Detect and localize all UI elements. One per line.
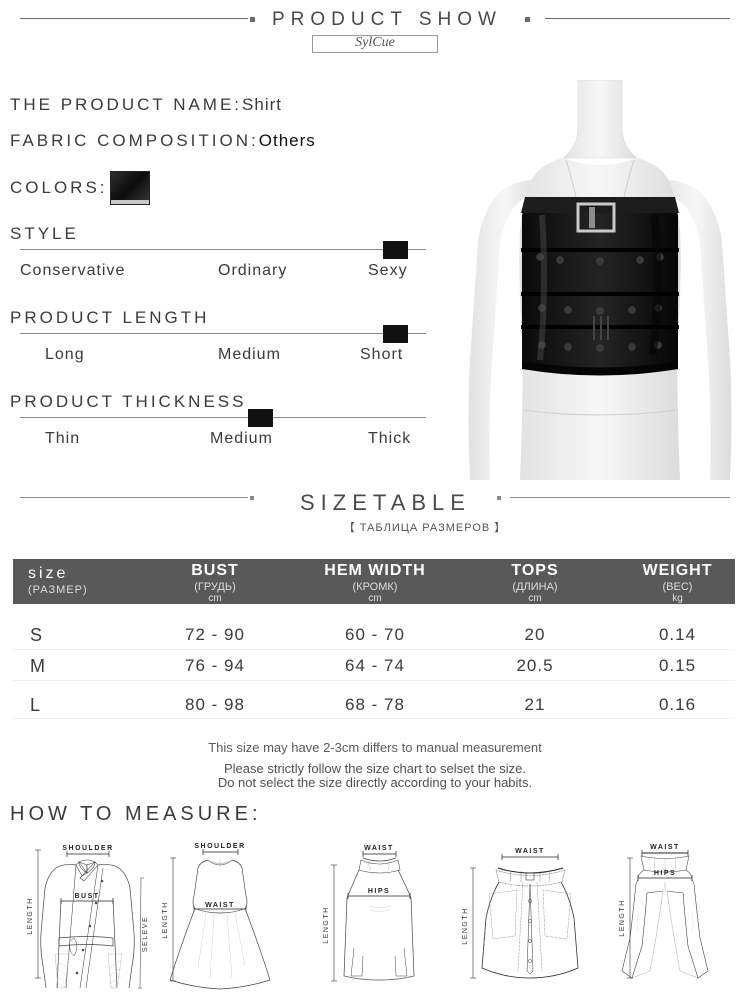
svg-text:SHOULDER: SHOULDER	[194, 843, 245, 850]
svg-text:LENGTH: LENGTH	[27, 897, 34, 934]
svg-text:LENGTH: LENGTH	[162, 901, 169, 938]
svg-text:HIPS: HIPS	[654, 870, 676, 877]
svg-text:WAIST: WAIST	[364, 845, 394, 852]
svg-text:LENGTH: LENGTH	[619, 899, 626, 936]
svg-text:SHOULDER: SHOULDER	[62, 845, 113, 852]
svg-text:WAIST: WAIST	[650, 844, 680, 851]
svg-text:LENGTH: LENGTH	[462, 907, 469, 944]
svg-text:WAIST: WAIST	[205, 902, 235, 909]
svg-text:HIPS: HIPS	[368, 888, 390, 895]
svg-text:LENGTH: LENGTH	[323, 906, 330, 943]
svg-text:SELEVE: SELEVE	[142, 916, 149, 952]
svg-text:WAIST: WAIST	[515, 848, 545, 855]
svg-text:BUST: BUST	[74, 893, 99, 900]
